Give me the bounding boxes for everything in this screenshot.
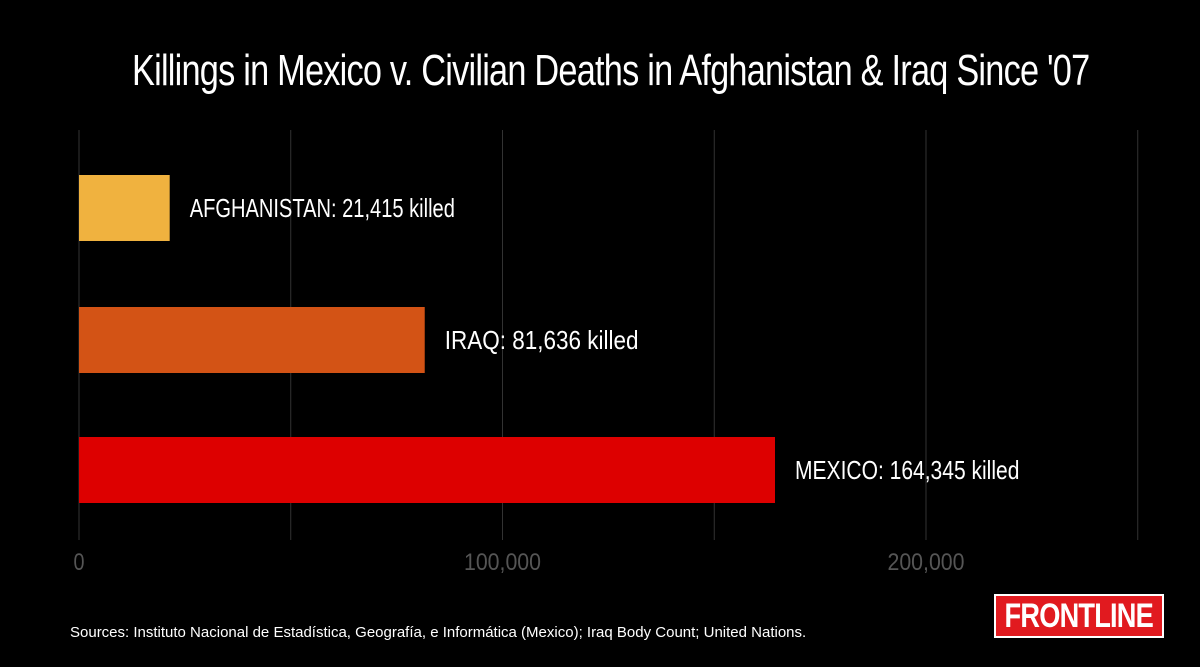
logo-text: FRONTLINE (1004, 596, 1154, 635)
bar-afghanistan (79, 175, 170, 241)
x-axis-ticks: 0 100,000 200,000 (74, 549, 965, 576)
x-tick-label-0: 0 (74, 549, 85, 576)
x-tick-label-2: 200,000 (887, 549, 964, 576)
bar-chart: AFGHANISTAN: 21,415 killed IRAQ: 81,636 k… (74, 130, 1139, 576)
bar-label-afghanistan: AFGHANISTAN: 21,415 killed (190, 193, 455, 223)
bars (79, 175, 775, 503)
source-note: Sources: Instituto Nacional de Estadísti… (70, 624, 807, 641)
bar-mexico (79, 437, 775, 503)
frontline-logo: FRONTLINE (994, 594, 1164, 638)
bar-iraq (79, 307, 425, 373)
chart-title: Killings in Mexico v. Civilian Deaths in… (132, 46, 1090, 95)
bar-label-mexico: MEXICO: 164,345 killed (795, 455, 1019, 485)
bar-labels: AFGHANISTAN: 21,415 killed IRAQ: 81,636 k… (190, 193, 1020, 485)
bar-label-iraq: IRAQ: 81,636 killed (445, 325, 639, 355)
x-tick-label-1: 100,000 (464, 549, 541, 576)
